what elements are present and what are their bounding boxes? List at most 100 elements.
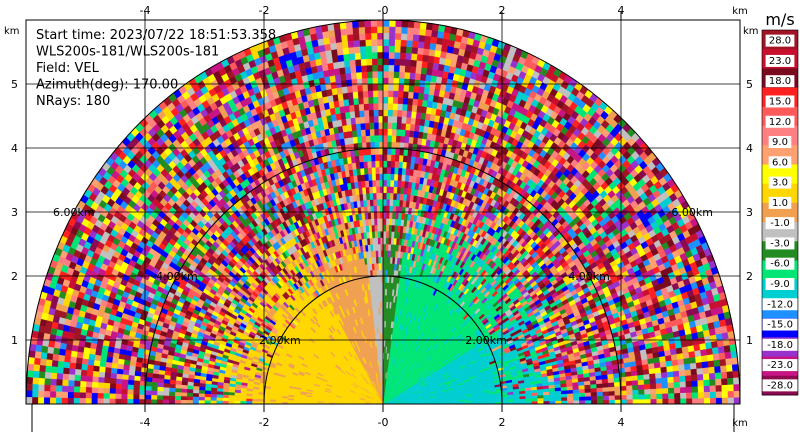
- velocity-cell: [561, 400, 568, 404]
- velocity-cell: [691, 380, 699, 387]
- velocity-cell: [590, 387, 598, 393]
- velocity-cell: [555, 397, 562, 402]
- velocity-cell: [555, 393, 562, 398]
- velocity-cell: [423, 41, 431, 50]
- velocity-cell: [579, 399, 586, 404]
- velocity-cell: [702, 366, 710, 375]
- velocity-cell: [684, 368, 692, 376]
- velocity-cell: [637, 384, 645, 390]
- velocity-cell: [661, 382, 669, 389]
- velocity-cell: [614, 390, 622, 396]
- velocity-cell: [560, 389, 568, 395]
- velocity-cell: [596, 395, 604, 401]
- velocity-cell: [715, 397, 723, 404]
- velocity-cell: [416, 98, 423, 107]
- velocity-cell: [549, 394, 556, 398]
- velocity-cell: [419, 79, 426, 88]
- velocity-cell: [660, 371, 668, 379]
- velocity-cell: [714, 365, 722, 374]
- velocity-cell: [721, 377, 728, 386]
- velocity-cell: [685, 374, 692, 382]
- velocity-cell: [701, 360, 709, 369]
- velocity-cell: [567, 396, 574, 401]
- velocity-cell: [601, 378, 609, 384]
- velocity-cell: [418, 86, 425, 94]
- velocity-cell: [712, 352, 720, 361]
- velocity-cell: [549, 397, 556, 402]
- velocity-cell: [700, 354, 709, 363]
- velocity-cell: [703, 385, 711, 393]
- velocity-cell: [414, 117, 421, 126]
- velocity-cell: [584, 384, 591, 390]
- velocity-cell: [590, 399, 598, 404]
- velocity-cell: [709, 378, 716, 386]
- velocity-cell: [667, 381, 675, 389]
- velocity-cell: [733, 383, 740, 392]
- velocity-cell: [590, 395, 598, 401]
- velocity-cell: [666, 370, 674, 378]
- velocity-cell: [416, 105, 423, 113]
- velocity-cell: [727, 377, 734, 385]
- velocity-cell: [626, 394, 634, 400]
- velocity-cell: [683, 357, 691, 365]
- velocity-cell: [655, 382, 663, 389]
- velocity-cell: [644, 398, 652, 404]
- velocity-cell: [696, 373, 704, 381]
- velocity-cell: [717, 345, 725, 354]
- velocity-cell: [698, 397, 705, 404]
- velocity-cell: [573, 396, 580, 401]
- velocity-cell: [425, 67, 433, 76]
- velocity-cell: [720, 364, 728, 373]
- velocity-cell: [703, 379, 711, 387]
- velocity-cell: [501, 399, 509, 403]
- velocity-cell: [714, 371, 722, 380]
- velocity-cell: [607, 381, 615, 388]
- velocity-cell: [689, 356, 697, 364]
- velocity-cell: [685, 386, 693, 393]
- velocity-cell: [678, 369, 686, 377]
- velocity-cell: [690, 374, 698, 382]
- velocity-cell: [718, 352, 726, 360]
- velocity-cell: [668, 392, 675, 399]
- velocity-cell: [660, 366, 668, 373]
- velocity-cell: [584, 395, 592, 401]
- velocity-cell: [650, 388, 657, 395]
- velocity-cell: [695, 361, 703, 369]
- velocity-cell: [673, 375, 681, 383]
- velocity-cell: [632, 398, 640, 404]
- velocity-cell: [679, 380, 687, 388]
- velocity-cell: [655, 377, 663, 384]
- velocity-cell: [513, 398, 520, 402]
- velocity-cell: [572, 389, 580, 394]
- velocity-cell: [662, 393, 669, 400]
- velocity-cell: [673, 381, 681, 388]
- velocity-cell: [638, 389, 645, 395]
- velocity-cell: [694, 349, 702, 358]
- velocity-cell: [662, 398, 669, 404]
- velocity-cell: [711, 346, 720, 355]
- velocity-cell: [725, 364, 733, 372]
- velocity-cell: [662, 387, 669, 394]
- velocity-cell: [661, 376, 669, 384]
- velocity-cell: [537, 397, 544, 402]
- velocity-cell: [683, 363, 691, 371]
- velocity-cell: [428, 48, 436, 57]
- velocity-cell: [620, 399, 628, 404]
- velocity-cell: [726, 370, 734, 379]
- velocity-cell: [702, 373, 710, 381]
- velocity-cell: [578, 396, 586, 401]
- velocity-cell: [426, 61, 434, 70]
- velocity-cell: [590, 391, 598, 397]
- velocity-cell: [719, 358, 727, 367]
- velocity-cells: [26, 20, 740, 404]
- velocity-cell: [733, 390, 740, 398]
- velocity-cell: [667, 376, 675, 383]
- velocity-cell: [732, 370, 740, 378]
- velocity-cell: [626, 399, 634, 404]
- velocity-cell: [584, 388, 592, 393]
- velocity-cell: [608, 395, 616, 401]
- velocity-cell: [679, 375, 686, 382]
- velocity-cell: [721, 384, 729, 392]
- velocity-cell: [654, 372, 662, 379]
- velocity-cell: [421, 99, 428, 108]
